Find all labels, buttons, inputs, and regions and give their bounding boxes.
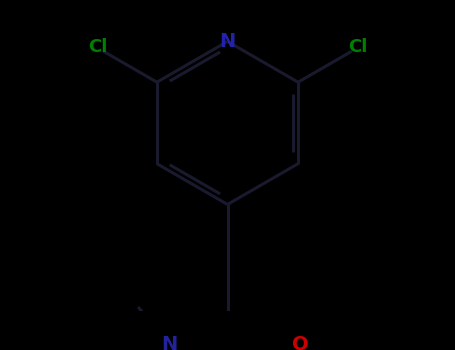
Text: Cl: Cl	[88, 38, 107, 56]
Text: O: O	[292, 335, 308, 350]
Text: Cl: Cl	[348, 38, 367, 56]
Text: N: N	[219, 32, 236, 51]
Text: N: N	[161, 335, 177, 350]
